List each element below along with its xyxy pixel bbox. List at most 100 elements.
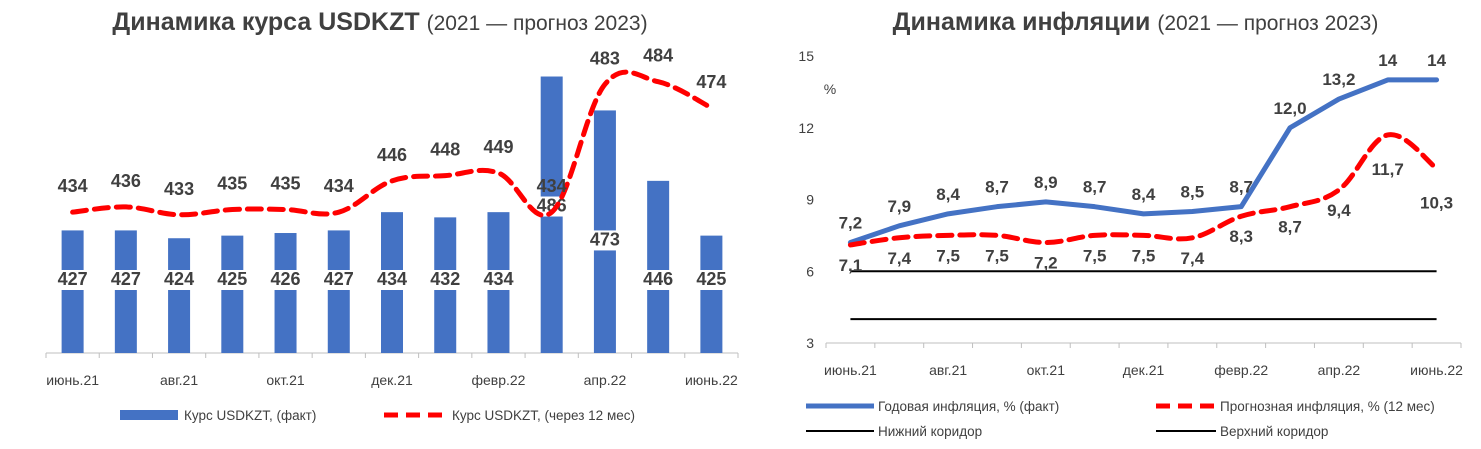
usdkzt-forecast-label: 446 [377,145,407,165]
usdkzt-legend-fact: Курс USDKZT, (факт) [184,408,316,423]
inflation-x-tick-label: апр.22 [1318,362,1361,378]
usdkzt-bar [168,238,191,353]
usdkzt-bar-label: 432 [430,269,460,289]
inflation-title-sub: (2021 — прогноз 2023) [1157,12,1379,35]
usdkzt-bar-label-bg [691,270,732,290]
usdkzt-title-sub: (2021 — прогноз 2023) [426,12,648,35]
inflation-chart-title: Динамика инфляции (2021 — прогноз 2023) [790,8,1481,37]
usdkzt-chart-panel: Динамика курса USDKZT (2021 — прогноз 20… [0,8,760,423]
usdkzt-bar-label: 425 [217,269,247,289]
inflation-forecast-label: 7,5 [1132,246,1156,265]
inflation-fact-label: 8,5 [1181,182,1205,201]
usdkzt-x-tick-label: апр.22 [584,372,627,388]
inflation-forecast-label: 7,5 [985,246,1009,265]
usdkzt-bar-label-bg [478,270,519,290]
usdkzt-bar-label: 427 [111,269,141,289]
usdkzt-forecast-label: 434 [537,176,567,196]
usdkzt-bar-label: 427 [58,269,88,289]
inflation-forecast-label: 8,7 [1278,218,1302,237]
usdkzt-bar [61,230,84,353]
inflation-fact-label: 13,2 [1322,70,1355,89]
usdkzt-bar-label-bg [531,196,572,217]
inflation-chart-svg: 3 6 9 12 15% 7,2 7,9 8,4 8,7 8,9 8,7 8,4 8,5 8,7 12,0 1… [798,48,1463,439]
inflation-forecast-label: 7,2 [1034,254,1058,273]
inflation-x-tick-label: июнь.22 [1410,362,1463,378]
usdkzt-bar-label-bg [584,230,625,251]
usdkzt-bar [700,235,723,353]
inflation-chart-panel: Динамика инфляции (2021 — прогноз 2023) … [790,0,1481,449]
inflation-title-main: Динамика инфляции [892,8,1151,36]
usdkzt-legend-forecast: Курс USDKZT, (через 12 мес) [452,408,635,423]
inflation-forecast-label: 7,4 [887,249,911,268]
inflation-forecast-label: 7,5 [936,246,960,265]
usdkzt-forecast-label: 435 [271,174,301,194]
usdkzt-bar [327,230,350,353]
inflation-legend-forecast: Прогнозная инфляция, % (12 мес) [1220,399,1435,414]
usdkzt-bar [274,233,297,353]
inflation-legend-lower: Нижний коридор [878,424,982,439]
usdkzt-x-tick-label: июнь.21 [46,372,99,388]
usdkzt-x-tick-label: авг.21 [160,372,198,388]
usdkzt-bar-label-bg [425,270,466,290]
usdkzt-bar-label: 446 [643,269,673,289]
inflation-forecast-label: 7,1 [839,256,863,275]
inflation-fact-label: 8,4 [1132,185,1156,204]
inflation-fact-label: 7,2 [839,214,863,233]
inflation-y-tick-label: 3 [806,335,814,351]
usdkzt-forecast-label: 448 [430,140,460,160]
inflation-forecast-label: 7,4 [1181,249,1205,268]
inflation-fact-label: 7,9 [887,197,911,216]
inflation-fact-label: 8,9 [1034,173,1058,192]
usdkzt-x-tick-label: дек.21 [371,372,413,388]
usdkzt-forecast-label: 484 [643,46,673,66]
inflation-legend-upper: Верхний коридор [1220,424,1328,439]
usdkzt-bar-label-bg [265,270,306,290]
usdkzt-bar-label: 473 [590,229,620,249]
usdkzt-bar [221,235,244,353]
inflation-legend-fact: Годовая инфляция, % (факт) [878,399,1059,414]
usdkzt-forecast-label: 449 [483,137,513,157]
inflation-x-tick-label: июнь.21 [824,362,877,378]
usdkzt-bar-label-bg [638,270,679,290]
usdkzt-bar-label-bg [52,270,93,290]
inflation-x-tick-label: окт.21 [1027,362,1066,378]
usdkzt-forecast-label: 433 [164,179,194,199]
usdkzt-bar-label: 486 [537,196,567,216]
usdkzt-forecast-label: 434 [324,176,354,196]
inflation-forecast-label: 10,3 [1420,193,1453,212]
inflation-y-tick-label: 15 [798,48,814,64]
inflation-fact-label: 14 [1427,51,1446,70]
usdkzt-bar-label-bg [318,270,359,290]
usdkzt-bar-label: 427 [324,269,354,289]
inflation-forecast-label: 11,7 [1372,160,1404,179]
usdkzt-bar-label-bg [105,270,146,290]
inflation-x-tick-label: авг.21 [929,362,967,378]
inflation-forecast-label: 9,4 [1327,201,1351,220]
inflation-forecast-line [847,132,1440,248]
usdkzt-bar-label: 434 [483,269,513,289]
inflation-fact-label: 8,7 [985,178,1009,197]
usdkzt-forecast-label: 435 [217,174,247,194]
usdkzt-chart-title: Динамика курса USDKZT (2021 — прогноз 20… [0,8,760,37]
usdkzt-bar-label: 434 [377,269,407,289]
usdkzt-bar-label-bg [212,270,253,290]
inflation-forecast-label: 7,5 [1083,246,1107,265]
inflation-fact-label: 14 [1378,51,1397,70]
usdkzt-bar [647,180,670,353]
inflation-fact-line [847,77,1440,246]
usdkzt-bar-label: 424 [164,269,194,289]
usdkzt-legend-swatch-fact [120,410,178,420]
inflation-fact-label: 8,7 [1229,178,1253,197]
inflation-forecast-label: 8,3 [1229,227,1253,246]
usdkzt-forecast-label: 483 [590,48,620,68]
inflation-y-tick-label: 12 [798,120,814,136]
inflation-x-tick-label: дек.21 [1123,362,1165,378]
usdkzt-forecast-label: 474 [696,72,726,92]
usdkzt-x-tick-label: февр.22 [471,372,525,388]
usdkzt-bar-label: 426 [271,269,301,289]
inflation-y-tick-label: 9 [806,192,814,208]
inflation-y-unit-label: % [824,81,836,97]
usdkzt-bar-label-bg [159,270,200,290]
usdkzt-title-main: Динамика курса USDKZT [112,8,420,36]
